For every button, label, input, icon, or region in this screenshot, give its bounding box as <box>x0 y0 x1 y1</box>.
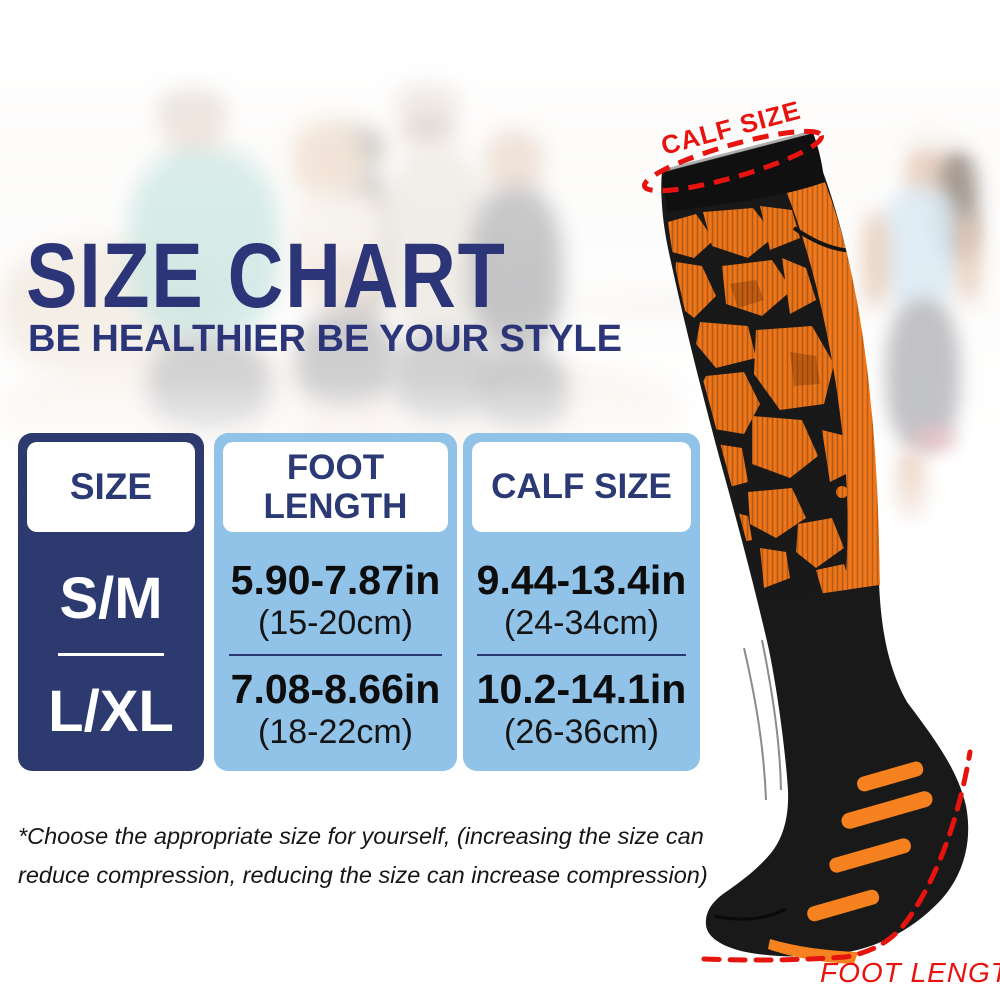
size-value-lxl: L/XL <box>48 678 174 744</box>
foot-length-lxl-in: 7.08-8.66in <box>230 665 441 712</box>
size-column: SIZE S/M L/XL <box>18 433 204 771</box>
runner-tank <box>880 186 962 308</box>
calf-size-header-label: CALF SIZE <box>491 467 672 507</box>
size-column-header-label: SIZE <box>69 466 153 508</box>
runner-arm <box>956 214 982 300</box>
runner-shoe <box>912 428 956 450</box>
foot-length-cells: 5.90-7.87in (15-20cm) 7.08-8.66in (18-22… <box>214 541 457 771</box>
calf-size-column-header: CALF SIZE <box>472 442 691 532</box>
calf-size-sm-cm: (24-34cm) <box>504 603 659 642</box>
foot-length-sm-in: 5.90-7.87in <box>230 556 441 603</box>
size-value-sm: S/M <box>59 565 163 631</box>
calf-size-cells: 9.44-13.4in (24-34cm) 10.2-14.1in (26-36… <box>463 541 700 771</box>
size-note: *Choose the appropriate size for yoursel… <box>18 822 708 889</box>
row-divider <box>58 653 164 656</box>
row-divider <box>228 654 443 656</box>
foot-length-column: FOOT LENGTH 5.90-7.87in (15-20cm) 7.08-8… <box>214 433 457 771</box>
foot-length-header-label: FOOT LENGTH <box>263 447 408 526</box>
page-title: SIZE CHART <box>26 225 507 327</box>
page-subtitle: BE HEALTHIER BE YOUR STYLE <box>28 318 622 360</box>
runner-leggings <box>886 300 960 450</box>
calf-size-column: CALF SIZE 9.44-13.4in (24-34cm) 10.2-14.… <box>463 433 700 771</box>
calf-size-lxl-in: 10.2-14.1in <box>476 665 687 712</box>
foot-length-lxl-cm: (18-22cm) <box>258 712 413 751</box>
runner-arm <box>862 212 890 304</box>
foot-length-column-header: FOOT LENGTH <box>223 442 448 532</box>
foot-length-sm-cm: (15-20cm) <box>258 603 413 642</box>
size-column-header: SIZE <box>27 442 195 532</box>
size-table: SIZE S/M L/XL FOOT LENGTH 5.90-7.87in (1… <box>18 433 700 771</box>
calf-size-sm-in: 9.44-13.4in <box>476 556 687 603</box>
row-divider <box>477 654 686 656</box>
size-cells: S/M L/XL <box>18 541 204 771</box>
calf-size-lxl-cm: (26-36cm) <box>504 712 659 751</box>
runner-leg <box>896 450 926 522</box>
